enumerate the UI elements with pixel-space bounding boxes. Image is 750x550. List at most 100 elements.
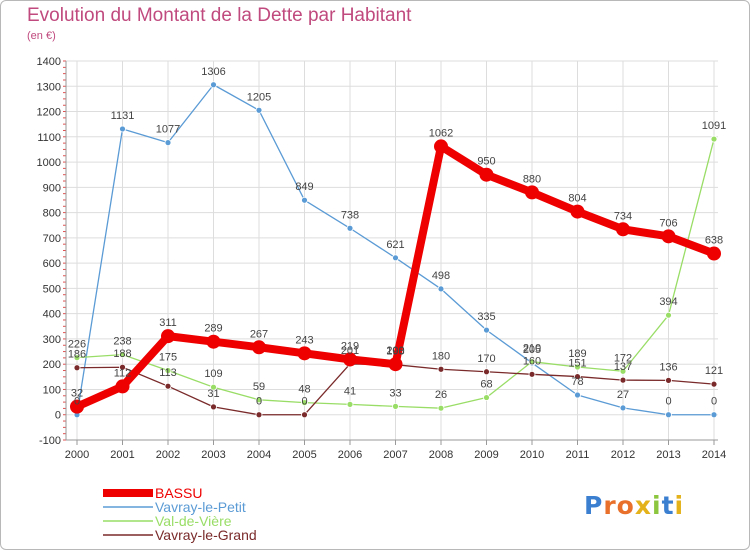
data-label: 175 bbox=[159, 352, 177, 364]
data-label: 0 bbox=[256, 396, 262, 408]
data-label: 186 bbox=[68, 349, 86, 361]
data-label: 41 bbox=[344, 385, 356, 397]
data-point bbox=[252, 340, 266, 355]
data-label: 1091 bbox=[702, 120, 726, 132]
data-label: 0 bbox=[74, 396, 80, 408]
legend-label: Vavray-le-Grand bbox=[155, 527, 257, 543]
y-tick-label: 100 bbox=[43, 384, 61, 396]
data-label: 180 bbox=[432, 350, 450, 362]
data-label: 200 bbox=[386, 345, 404, 357]
data-label: 289 bbox=[204, 323, 222, 335]
grid bbox=[66, 60, 718, 441]
data-point bbox=[164, 382, 172, 390]
data-label: 26 bbox=[435, 389, 447, 401]
data-label: 219 bbox=[341, 340, 359, 352]
data-point bbox=[161, 329, 175, 344]
data-label: 205 bbox=[523, 344, 541, 356]
data-label: 121 bbox=[705, 365, 723, 377]
data-label: 238 bbox=[113, 336, 131, 348]
data-label: 804 bbox=[568, 193, 586, 205]
data-point bbox=[616, 222, 630, 237]
data-point bbox=[710, 380, 718, 388]
data-point bbox=[346, 400, 354, 408]
x-tick-label: 2002 bbox=[156, 449, 180, 461]
data-point bbox=[255, 411, 263, 419]
data-point bbox=[343, 352, 357, 367]
data-point bbox=[437, 365, 445, 373]
data-label: 1077 bbox=[156, 124, 180, 136]
chart-unit: (en €) bbox=[27, 30, 56, 42]
data-point bbox=[73, 364, 81, 372]
data-point bbox=[483, 368, 490, 376]
data-point bbox=[206, 334, 221, 349]
data-label: 849 bbox=[295, 181, 313, 193]
y-tick-label: 1400 bbox=[37, 56, 61, 68]
data-point bbox=[119, 363, 126, 371]
data-label: 394 bbox=[659, 296, 677, 308]
y-tick-label: 1300 bbox=[37, 81, 61, 93]
data-point bbox=[525, 185, 539, 200]
data-label: 48 bbox=[298, 384, 310, 396]
data-point bbox=[437, 404, 445, 412]
y-tick-label: 1100 bbox=[37, 132, 61, 144]
data-label: 151 bbox=[568, 358, 586, 370]
data-label: 243 bbox=[295, 334, 313, 346]
data-point bbox=[574, 391, 581, 399]
data-point bbox=[301, 196, 308, 204]
x-tick-label: 2014 bbox=[702, 449, 726, 461]
x-tick-label: 2004 bbox=[247, 449, 271, 461]
data-point bbox=[255, 106, 263, 114]
data-label: 68 bbox=[480, 379, 492, 391]
data-label: 160 bbox=[523, 355, 541, 367]
data-label: 311 bbox=[159, 317, 177, 329]
y-tick-label: 800 bbox=[43, 208, 61, 220]
axes: -100010020030040050060070080090010001100… bbox=[37, 56, 727, 461]
x-tick-label: 2013 bbox=[656, 449, 680, 461]
data-label: 201 bbox=[341, 345, 359, 357]
data-label: 1062 bbox=[429, 127, 453, 139]
data-label: 498 bbox=[432, 270, 450, 282]
x-tick-label: 2009 bbox=[474, 449, 498, 461]
data-point bbox=[710, 135, 718, 143]
data-label: 880 bbox=[523, 173, 541, 185]
data-point bbox=[119, 125, 126, 133]
data-point bbox=[483, 394, 490, 401]
data-label: 621 bbox=[386, 239, 404, 251]
x-tick-label: 2003 bbox=[201, 449, 225, 461]
x-tick-label: 2005 bbox=[292, 449, 316, 461]
data-point bbox=[665, 311, 672, 319]
data-point bbox=[483, 326, 490, 334]
data-point bbox=[388, 357, 403, 372]
data-point bbox=[392, 254, 399, 262]
series-lines bbox=[70, 81, 721, 419]
x-tick-label: 2011 bbox=[566, 449, 590, 461]
data-point bbox=[665, 411, 672, 419]
data-label: 0 bbox=[301, 396, 307, 408]
data-point bbox=[479, 167, 494, 182]
data-label: 170 bbox=[477, 353, 495, 365]
data-label: 172 bbox=[614, 352, 632, 364]
data-label: 137 bbox=[614, 361, 632, 373]
data-point bbox=[346, 224, 354, 232]
y-tick-label: 600 bbox=[43, 258, 61, 270]
x-tick-label: 2012 bbox=[611, 449, 635, 461]
data-label: 226 bbox=[68, 339, 86, 351]
data-label: 59 bbox=[253, 381, 265, 393]
data-point bbox=[528, 358, 536, 366]
data-point bbox=[570, 204, 585, 219]
proxiti-logo: Proxiti bbox=[584, 491, 685, 520]
x-tick-label: 2008 bbox=[429, 449, 453, 461]
data-point bbox=[528, 370, 536, 378]
y-tick-label: 900 bbox=[43, 182, 61, 194]
data-label: 109 bbox=[204, 368, 222, 380]
y-tick-label: 500 bbox=[43, 283, 61, 295]
data-label: 78 bbox=[571, 376, 583, 388]
data-label: 950 bbox=[477, 156, 495, 168]
data-label: 706 bbox=[659, 217, 677, 229]
y-tick-label: 200 bbox=[43, 359, 61, 371]
legend: BASSUVavray-le-PetitVal-de-VièreVavray-l… bbox=[103, 485, 257, 543]
data-point bbox=[301, 399, 308, 407]
x-tick-label: 2000 bbox=[65, 449, 89, 461]
